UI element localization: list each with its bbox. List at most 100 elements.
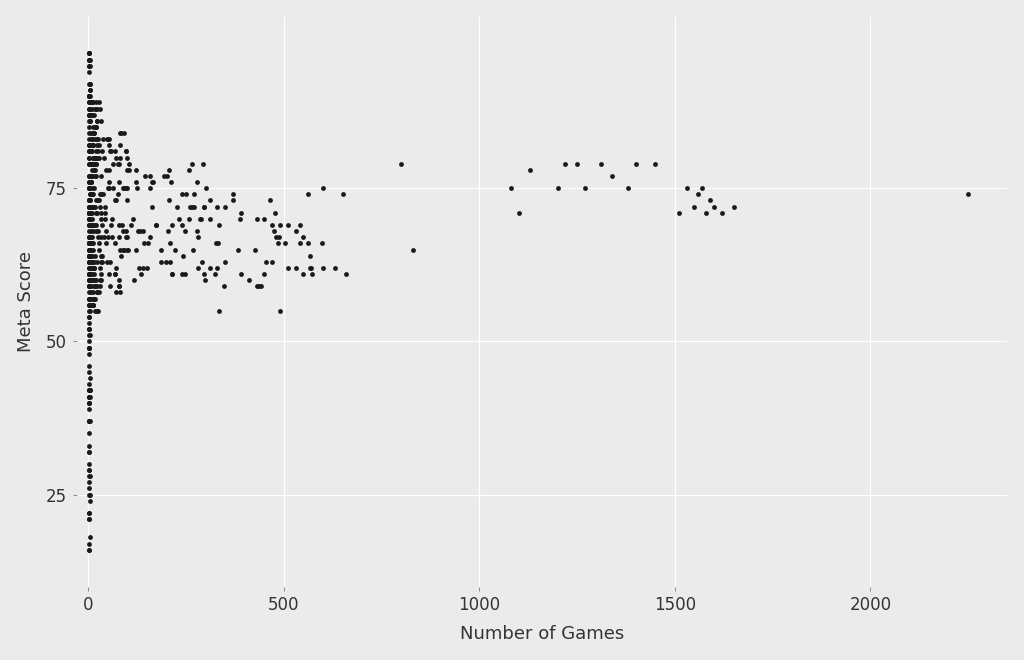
Point <box>115 244 131 255</box>
Point <box>81 343 97 353</box>
Point <box>84 263 100 273</box>
Point <box>88 220 104 230</box>
Point <box>85 275 101 285</box>
Point <box>141 171 158 182</box>
Point <box>647 158 664 169</box>
Point <box>85 201 101 212</box>
Point <box>271 232 288 242</box>
Point <box>90 195 106 206</box>
Point <box>94 146 111 156</box>
Point <box>81 238 97 249</box>
Point <box>81 281 97 292</box>
Point <box>82 232 98 242</box>
Point <box>82 79 98 89</box>
Point <box>81 232 97 242</box>
Point <box>86 293 102 304</box>
Point <box>87 121 103 132</box>
Point <box>118 146 134 156</box>
Point <box>81 257 97 267</box>
Point <box>82 226 98 236</box>
Point <box>83 244 99 255</box>
Point <box>83 189 99 199</box>
Point <box>91 287 108 298</box>
Point <box>83 110 99 120</box>
Point <box>82 171 98 182</box>
Point <box>209 201 225 212</box>
Point <box>81 207 97 218</box>
Point <box>82 275 98 285</box>
Point <box>81 146 97 156</box>
Point <box>81 220 97 230</box>
Point <box>81 281 97 292</box>
Point <box>82 373 98 383</box>
Point <box>280 220 296 230</box>
Point <box>85 244 101 255</box>
Point <box>136 171 153 182</box>
Point <box>83 287 99 298</box>
Point <box>83 158 99 169</box>
Point <box>81 177 97 187</box>
Point <box>128 164 144 175</box>
Point <box>232 269 249 279</box>
Point <box>267 232 284 242</box>
Point <box>82 385 98 396</box>
Point <box>169 201 185 212</box>
Point <box>81 306 97 316</box>
Point <box>557 158 573 169</box>
Point <box>82 330 98 341</box>
Point <box>81 269 97 279</box>
Point <box>112 152 128 163</box>
X-axis label: Number of Games: Number of Games <box>460 625 624 644</box>
Point <box>247 244 263 255</box>
Point <box>83 263 99 273</box>
Point <box>271 306 288 316</box>
Point <box>80 397 96 408</box>
Point <box>81 244 97 255</box>
Point <box>156 171 172 182</box>
Point <box>175 250 191 261</box>
Point <box>153 257 169 267</box>
Point <box>85 293 101 304</box>
Point <box>101 134 118 145</box>
Point <box>85 152 101 163</box>
Point <box>81 385 97 396</box>
Point <box>87 121 103 132</box>
Point <box>119 232 135 242</box>
Point <box>81 238 97 249</box>
Point <box>81 416 97 426</box>
Point <box>276 238 293 249</box>
Point <box>92 115 109 126</box>
Point <box>108 269 124 279</box>
Point <box>202 263 218 273</box>
Point <box>81 91 97 102</box>
Point <box>81 183 97 193</box>
Point <box>706 201 722 212</box>
Point <box>81 343 97 353</box>
Point <box>216 281 232 292</box>
Point <box>510 207 526 218</box>
Point <box>253 281 269 292</box>
Point <box>81 220 97 230</box>
Point <box>224 195 241 206</box>
Point <box>181 214 198 224</box>
Point <box>102 220 119 230</box>
Point <box>262 195 279 206</box>
Point <box>121 158 137 169</box>
Point <box>86 250 102 261</box>
Point <box>84 183 100 193</box>
Point <box>84 104 100 114</box>
Point <box>83 189 99 199</box>
Point <box>84 232 100 242</box>
Point <box>194 257 210 267</box>
Point <box>82 115 98 126</box>
Point <box>93 269 110 279</box>
Point <box>314 263 331 273</box>
Point <box>81 287 97 298</box>
Point <box>81 238 97 249</box>
Point <box>111 281 127 292</box>
Point <box>87 158 103 169</box>
Point <box>103 232 120 242</box>
Point <box>181 164 198 175</box>
Point <box>503 183 519 193</box>
Point <box>112 220 128 230</box>
